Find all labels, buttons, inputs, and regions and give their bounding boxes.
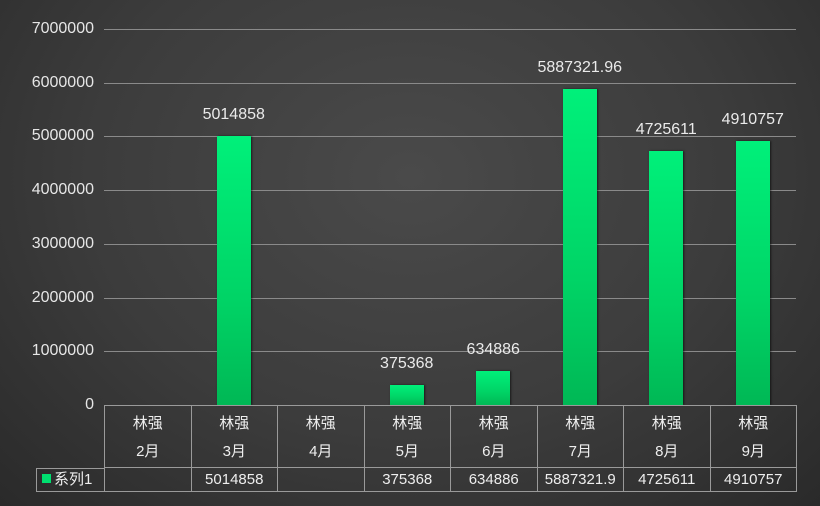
- gridline: [104, 351, 796, 352]
- table-value-cell: 634886: [450, 467, 538, 492]
- category-name: 林强: [651, 414, 682, 432]
- category-month: 8月: [655, 442, 679, 460]
- y-tick-label: 2000000: [31, 288, 94, 306]
- legend-entry: 系列1: [36, 468, 105, 492]
- category-header-cell: 林强 7月: [536, 405, 624, 468]
- table-value-cell: 5887321.9: [536, 467, 624, 492]
- y-tick-label: 7000000: [31, 20, 94, 37]
- data-label: 4910757: [721, 111, 784, 129]
- table-value-cell: 4725611: [623, 467, 711, 492]
- gridline: [104, 83, 796, 84]
- table-value-cell: 4910757: [709, 467, 797, 492]
- category-month: 9月: [741, 442, 765, 460]
- gridline: [104, 190, 796, 191]
- category-header-cell: 林强 5月: [363, 405, 451, 468]
- y-tick-label: 5000000: [31, 127, 94, 145]
- data-label: 375368: [380, 354, 434, 372]
- bar-7月: [562, 88, 597, 405]
- category-header-cell: 林强 3月: [190, 405, 278, 468]
- table-value-cell: 5014858: [190, 467, 278, 492]
- gridline: [104, 244, 796, 245]
- bar-5月: [389, 384, 424, 405]
- bar-3月: [216, 135, 251, 405]
- y-tick-label: 1000000: [31, 342, 94, 360]
- bar-6月: [476, 370, 511, 405]
- category-month: 7月: [568, 442, 592, 460]
- category-name: 林强: [219, 414, 250, 432]
- data-label: 5887321.96: [537, 58, 623, 76]
- category-name: 林强: [478, 414, 509, 432]
- y-tick-label: 6000000: [31, 73, 94, 91]
- gridline: [104, 298, 796, 299]
- category-header-cell: 林强 6月: [450, 405, 538, 468]
- category-name: 林强: [132, 414, 163, 432]
- category-month: 6月: [482, 442, 506, 460]
- category-name: 林强: [565, 414, 596, 432]
- category-name: 林强: [738, 414, 769, 432]
- category-header-row: 林强 2月 林强 3月 林强 4月 林强 5月 林强 6月 林强 7月 林强 8月 林强 9月: [104, 405, 797, 468]
- category-month: 4月: [309, 442, 333, 460]
- bar-8月: [649, 151, 684, 405]
- table-value-cell: [104, 467, 192, 492]
- data-table: 林强 2月 林强 3月 林强 4月 林强 5月 林强 6月 林强 7月 林强 8月 林强 9月 5014858…: [104, 405, 797, 492]
- legend-swatch-icon: [42, 474, 51, 483]
- category-name: 林强: [305, 414, 336, 432]
- category-header-cell: 林强 8月: [623, 405, 711, 468]
- y-tick-label: 0: [85, 396, 94, 413]
- y-tick-label: 4000000: [31, 181, 94, 199]
- category-month: 3月: [222, 442, 246, 460]
- category-header-cell: 林强 9月: [709, 405, 797, 468]
- legend-label: 系列1: [54, 471, 93, 488]
- series-values-row: 5014858 375368 634886 5887321.9 4725611 49107…: [104, 467, 797, 492]
- category-name: 林强: [392, 414, 423, 432]
- category-header-cell: 林强 2月: [104, 405, 192, 468]
- table-value-cell: [277, 467, 365, 492]
- y-tick-label: 3000000: [31, 234, 94, 252]
- data-label: 634886: [466, 340, 520, 358]
- data-label: 5014858: [202, 105, 265, 123]
- data-label: 4725611: [635, 121, 697, 139]
- table-value-cell: 375368: [363, 467, 451, 492]
- category-month: 2月: [136, 442, 160, 460]
- gridline: [104, 136, 796, 137]
- category-header-cell: 林强 4月: [277, 405, 365, 468]
- gridline: [104, 29, 796, 30]
- category-month: 5月: [395, 442, 419, 460]
- bar-9月: [735, 141, 770, 405]
